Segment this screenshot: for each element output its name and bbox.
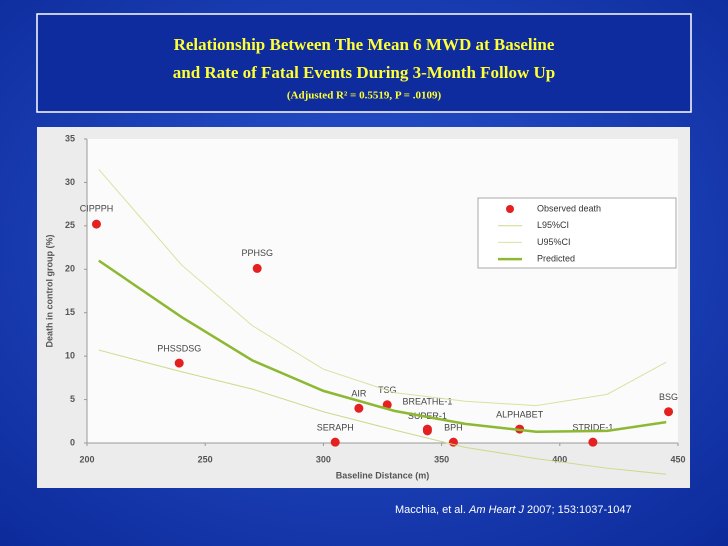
y-tick-label: 5 bbox=[70, 394, 75, 404]
point-label: BPH bbox=[444, 423, 463, 433]
title-box bbox=[36, 13, 692, 113]
x-tick-label: 400 bbox=[552, 454, 567, 464]
point-label: STRIDE-1 bbox=[572, 423, 613, 433]
legend-marker bbox=[506, 205, 514, 213]
data-point bbox=[422, 426, 432, 436]
citation: Macchia, et al. Am Heart J 2007; 153:103… bbox=[395, 504, 632, 516]
y-tick-label: 25 bbox=[65, 220, 75, 230]
point-label: PPHSG bbox=[241, 248, 273, 258]
point-label: BREATHE-1 bbox=[402, 396, 452, 406]
y-tick-label: 20 bbox=[65, 264, 75, 274]
x-axis-label: Baseline Distance (m) bbox=[336, 470, 430, 480]
x-tick-label: 200 bbox=[79, 454, 94, 464]
line-series bbox=[98, 259, 667, 433]
x-tick-label: 450 bbox=[670, 454, 685, 464]
data-point bbox=[174, 358, 184, 368]
legend-label: Observed death bbox=[537, 203, 601, 213]
y-axis-label: Death in control group (%) bbox=[44, 235, 54, 348]
data-point bbox=[91, 219, 101, 229]
point-label: CIPPPH bbox=[80, 203, 114, 213]
citation-part: 2007; 153:1037-1047 bbox=[524, 504, 632, 516]
point-label: PHSSDSG bbox=[157, 343, 201, 353]
y-tick-label: 15 bbox=[65, 307, 75, 317]
plot-area bbox=[87, 139, 678, 443]
data-point bbox=[588, 437, 598, 447]
point-label: ALPHABET bbox=[496, 409, 544, 419]
line-series bbox=[98, 169, 667, 407]
y-tick-label: 30 bbox=[65, 177, 75, 187]
x-tick-label: 300 bbox=[316, 454, 331, 464]
data-point bbox=[252, 263, 262, 273]
y-tick-label: 10 bbox=[65, 351, 75, 361]
title-line: and Rate of Fatal Events During 3-Month … bbox=[173, 63, 556, 82]
data-point bbox=[664, 407, 674, 417]
y-tick-label: 0 bbox=[70, 437, 75, 447]
citation-journal: Am Heart J bbox=[468, 504, 525, 516]
subtitle: (Adjusted R² = 0.5519, P = .0109) bbox=[287, 90, 442, 102]
y-tick-label: 35 bbox=[65, 133, 75, 143]
chart: 0 5 10 15 20 25 30 35 200 250 300 350 400 450 Baseline… bbox=[44, 133, 685, 480]
point-label: AIR bbox=[351, 389, 367, 399]
legend-label: L95%CI bbox=[537, 220, 569, 230]
line-series bbox=[98, 349, 667, 475]
point-label: BSG bbox=[659, 392, 678, 402]
data-point bbox=[330, 437, 340, 447]
title-line: Relationship Between The Mean 6 MWD at B… bbox=[174, 35, 555, 54]
x-tick-label: 250 bbox=[198, 454, 213, 464]
data-point bbox=[354, 403, 364, 413]
legend-label: U95%CI bbox=[537, 237, 571, 247]
citation-part: Macchia, et al. bbox=[395, 504, 469, 516]
x-tick-label: 350 bbox=[434, 454, 449, 464]
point-label: SERAPH bbox=[317, 423, 354, 433]
legend-label: Predicted bbox=[537, 253, 575, 263]
